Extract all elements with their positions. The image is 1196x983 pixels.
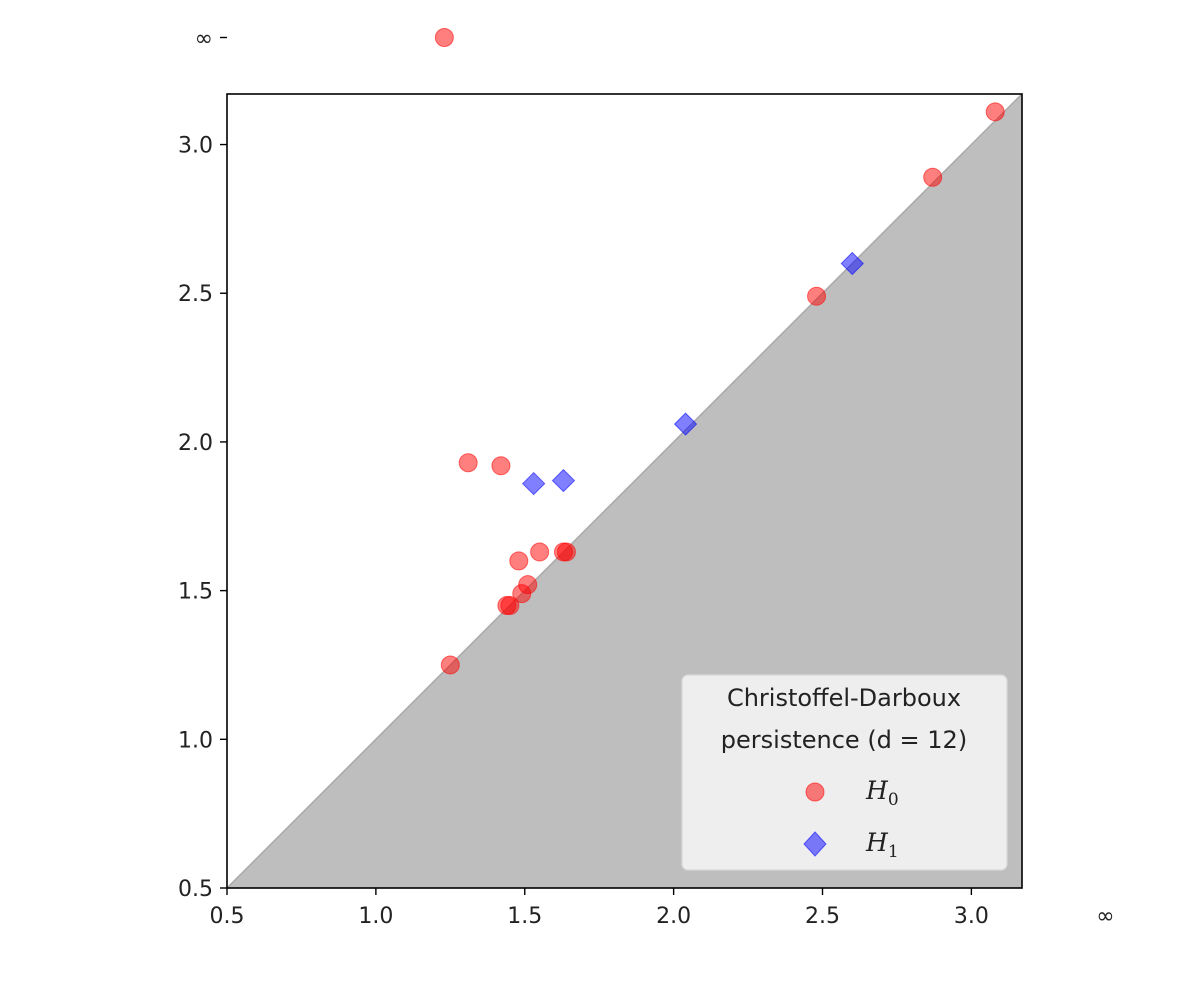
legend-h0-marker <box>805 782 825 802</box>
h1-point-0 <box>521 471 546 496</box>
y-tick-label-4: 2.5 <box>178 282 213 307</box>
h0-point-8 <box>518 575 538 595</box>
h0-point-3 <box>491 456 511 476</box>
legend-h0-label: H0 <box>865 776 899 810</box>
h0-point-1 <box>440 655 460 675</box>
y-axis: 0.5 1.0 1.5 2.0 2.5 3.0 ∞ <box>178 26 227 902</box>
x-tick-label-1: 1.0 <box>358 904 393 929</box>
h0-point-2 <box>458 453 478 473</box>
x-tick-label-4: 2.5 <box>805 904 840 929</box>
y-tick-label-6: ∞ <box>195 26 213 51</box>
y-tick-label-1: 1.0 <box>178 728 213 753</box>
h0-point-6 <box>509 551 529 571</box>
x-tick-label-3: 2.0 <box>656 904 691 929</box>
y-tick-label-5: 3.0 <box>178 134 213 159</box>
diagonal-line <box>226 93 1023 889</box>
y-tick-label-0: 0.5 <box>178 877 213 902</box>
x-tick-label-5: 3.0 <box>954 904 989 929</box>
h1-point-1 <box>551 468 576 493</box>
legend-h0-base: H <box>865 776 889 805</box>
h0-point-5 <box>500 595 520 615</box>
h0-point-0 <box>434 27 454 47</box>
x-tick-label-2: 1.5 <box>507 904 542 929</box>
legend-h1-base: H <box>865 828 889 857</box>
h1-point-2 <box>673 412 698 436</box>
x-axis: 0.5 1.0 1.5 2.0 2.5 3.0 ∞ <box>210 888 1115 929</box>
h0-point-12 <box>807 286 827 306</box>
y-tick-label-2: 1.5 <box>178 580 213 605</box>
h1-point-3 <box>840 251 864 276</box>
legend-title-line2: persistence (d = 12) <box>721 726 967 754</box>
legend-h1-sub: 1 <box>888 842 899 862</box>
h0-point-9 <box>530 542 550 562</box>
legend-h1-label: H1 <box>865 828 899 862</box>
data-points <box>434 27 1005 675</box>
axes-frame <box>226 93 1023 889</box>
x-tick-label-0: 0.5 <box>210 904 245 929</box>
legend-box <box>681 674 1008 871</box>
h0-point-13 <box>923 167 943 187</box>
y-tick-label-3: 2.0 <box>178 431 213 456</box>
x-tick-label-6: ∞ <box>1096 904 1114 929</box>
legend-h1-marker <box>803 831 827 857</box>
legend-h0-sub: 0 <box>888 790 899 810</box>
h0-point-14 <box>985 102 1005 122</box>
h0-point-11 <box>556 542 576 562</box>
legend-title-line1: Christoffel-Darboux <box>727 684 961 712</box>
legend: Christoffel-Darboux persistence (d = 12)… <box>681 674 1008 871</box>
